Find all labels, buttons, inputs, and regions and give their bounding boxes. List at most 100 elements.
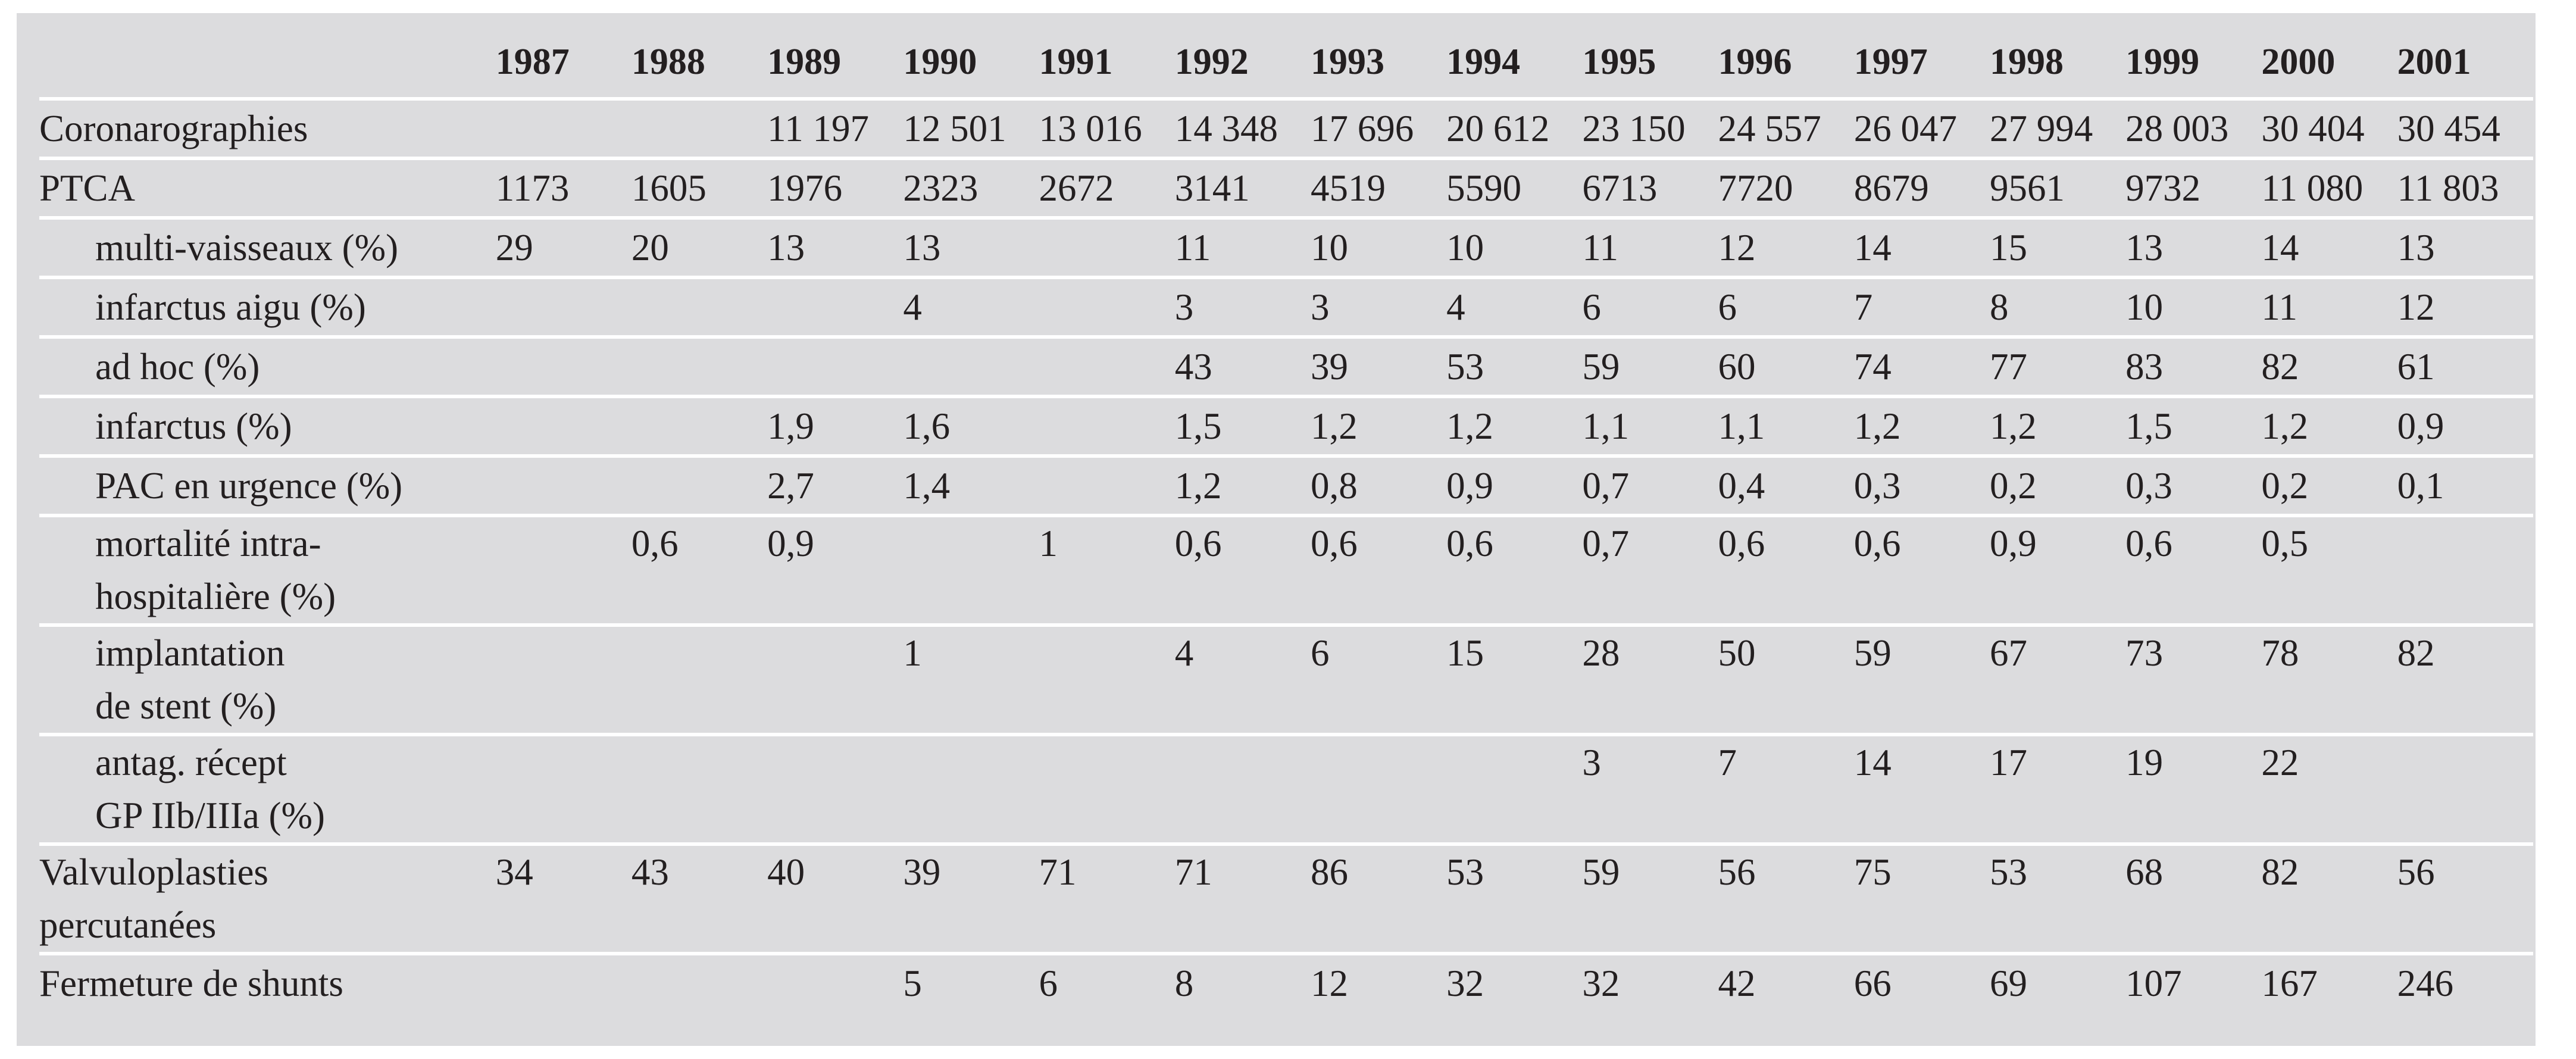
table-cell: 13: [903, 227, 941, 268]
table-cell: 29: [495, 227, 533, 268]
year-header: 2000: [2261, 42, 2336, 82]
table-cell: 0,9: [1446, 465, 1493, 507]
table-cell: 1,4: [903, 465, 951, 507]
row-label: antag. récept GP IIb/IIIa (%): [39, 735, 496, 844]
year-header: 1990: [903, 42, 977, 82]
row-label-line: antag. récept: [95, 742, 287, 783]
table-cell: 0,6: [2125, 523, 2172, 564]
table-cell: 0,2: [1989, 465, 2037, 507]
table-cell: 11 080: [2261, 167, 2364, 209]
table-cell: 1: [903, 632, 922, 674]
table-cell: 6: [1310, 632, 1330, 674]
row-label-line: multi-vaisseaux (%): [95, 227, 399, 268]
table-cell: 2672: [1039, 167, 1114, 209]
year-header: 1995: [1582, 42, 1656, 82]
table-cell: 14: [1853, 227, 1892, 268]
table-cell: [767, 277, 903, 337]
table-row: antag. récept GP IIb/IIIa (%) 3 7 14 17 19 22: [39, 735, 2533, 844]
row-label-line: PAC en urgence (%): [95, 465, 403, 507]
row-label-line: PTCA: [39, 167, 136, 209]
row-label-line: de stent (%): [95, 685, 277, 727]
table-cell: 78: [2261, 632, 2299, 674]
table-cell: 14: [2261, 227, 2299, 268]
table-cell: [903, 337, 1039, 396]
row-label-line: implantation: [95, 632, 285, 674]
table-cell: [1311, 735, 1446, 844]
table-cell: 0,7: [1582, 523, 1630, 564]
table-cell: 2323: [903, 167, 978, 209]
table-cell: [632, 99, 767, 158]
table-cell: 6: [1718, 286, 1737, 328]
data-table: 1987 1988 1989 1990 1991 1992 1993 1994 …: [39, 25, 2533, 1011]
row-label: implantation de stent (%): [39, 625, 496, 735]
table-cell: 7: [1718, 742, 1737, 783]
table-row: infarctus aigu (%) 4 3 3 4 6 6 7 8 10 11 12: [39, 277, 2533, 337]
table-cell: [632, 277, 767, 337]
table-cell: [1039, 396, 1175, 456]
table-cell: 56: [1718, 851, 1756, 893]
row-label: Fermeture de shunts: [39, 954, 496, 1011]
table-cell: 4: [1174, 632, 1194, 674]
table-cell: 0,8: [1310, 465, 1358, 507]
table-cell: 17 696: [1310, 108, 1414, 149]
table-cell: 2,7: [767, 465, 814, 507]
table-cell: 60: [1718, 346, 1756, 388]
table-cell: 20: [631, 227, 669, 268]
table-cell: 50: [1718, 632, 1756, 674]
table-cell: [1039, 456, 1175, 516]
table-cell: 6713: [1582, 167, 1658, 209]
table-cell: 20 612: [1446, 108, 1550, 149]
table-cell: [767, 735, 903, 844]
year-header: 1999: [2125, 42, 2200, 82]
table-cell: 3: [1582, 742, 1601, 783]
table-row: Coronarographies 11 197 12 501 13 016 14 348…: [39, 99, 2533, 158]
table-cell: [903, 735, 1039, 844]
year-header: 1987: [495, 42, 570, 82]
table-cell: 11 803: [2397, 167, 2499, 209]
table-cell: 1,1: [1582, 405, 1630, 447]
table-cell: 9561: [1989, 167, 2065, 209]
table-cell: 1,2: [1446, 405, 1493, 447]
table-cell: 12 501: [903, 108, 1006, 149]
table-cell: 10: [1310, 227, 1348, 268]
table-cell: 0,4: [1718, 465, 1765, 507]
table-cell: 3: [1174, 286, 1194, 328]
table-cell: 34: [495, 851, 533, 893]
table-cell: 39: [1310, 346, 1348, 388]
year-header: 1994: [1446, 42, 1521, 82]
table-cell: 75: [1853, 851, 1892, 893]
table-cell: 1,9: [767, 405, 814, 447]
year-header: 1998: [1989, 42, 2064, 82]
table-cell: 17: [1989, 742, 2027, 783]
year-header: 1993: [1310, 42, 1384, 82]
table-cell: 15: [1989, 227, 2027, 268]
row-label: mortalité intra-hospitalière (%): [39, 516, 496, 625]
table-cell: 4: [903, 286, 922, 328]
table-cell: 10: [2125, 286, 2164, 328]
table-cell: 53: [1989, 851, 2027, 893]
table-cell: [1039, 625, 1175, 735]
table-cell: 23 150: [1582, 108, 1686, 149]
table-cell: 1,2: [2261, 405, 2309, 447]
year-header: 1991: [1039, 42, 1113, 82]
table-cell: 1,2: [1310, 405, 1358, 447]
table-cell: 14: [1853, 742, 1892, 783]
table-cell: 59: [1582, 346, 1620, 388]
table-cell: 0,6: [1174, 523, 1222, 564]
table-row: infarctus (%) 1,9 1,6 1,5 1,2 1,2 1,1 1,1 1,2 1,2…: [39, 396, 2533, 456]
table-cell: 53: [1446, 851, 1484, 893]
table-cell: 8: [1174, 963, 1194, 1004]
table-cell: 67: [1989, 632, 2027, 674]
row-label: infarctus aigu (%): [39, 277, 496, 337]
row-label-line: infarctus (%): [95, 405, 292, 447]
year-header: 1988: [631, 42, 705, 82]
table-cell: 3: [1310, 286, 1330, 328]
table-cell: 13 016: [1039, 108, 1142, 149]
table-body: Coronarographies 11 197 12 501 13 016 14 348…: [39, 99, 2533, 1011]
table-cell: 26 047: [1853, 108, 1957, 149]
table-cell: 19: [2125, 742, 2164, 783]
table-cell: 66: [1853, 963, 1892, 1004]
row-label-line: hospitalière (%): [95, 576, 336, 617]
table-cell: 43: [631, 851, 669, 893]
table-cell: 15: [1446, 632, 1484, 674]
